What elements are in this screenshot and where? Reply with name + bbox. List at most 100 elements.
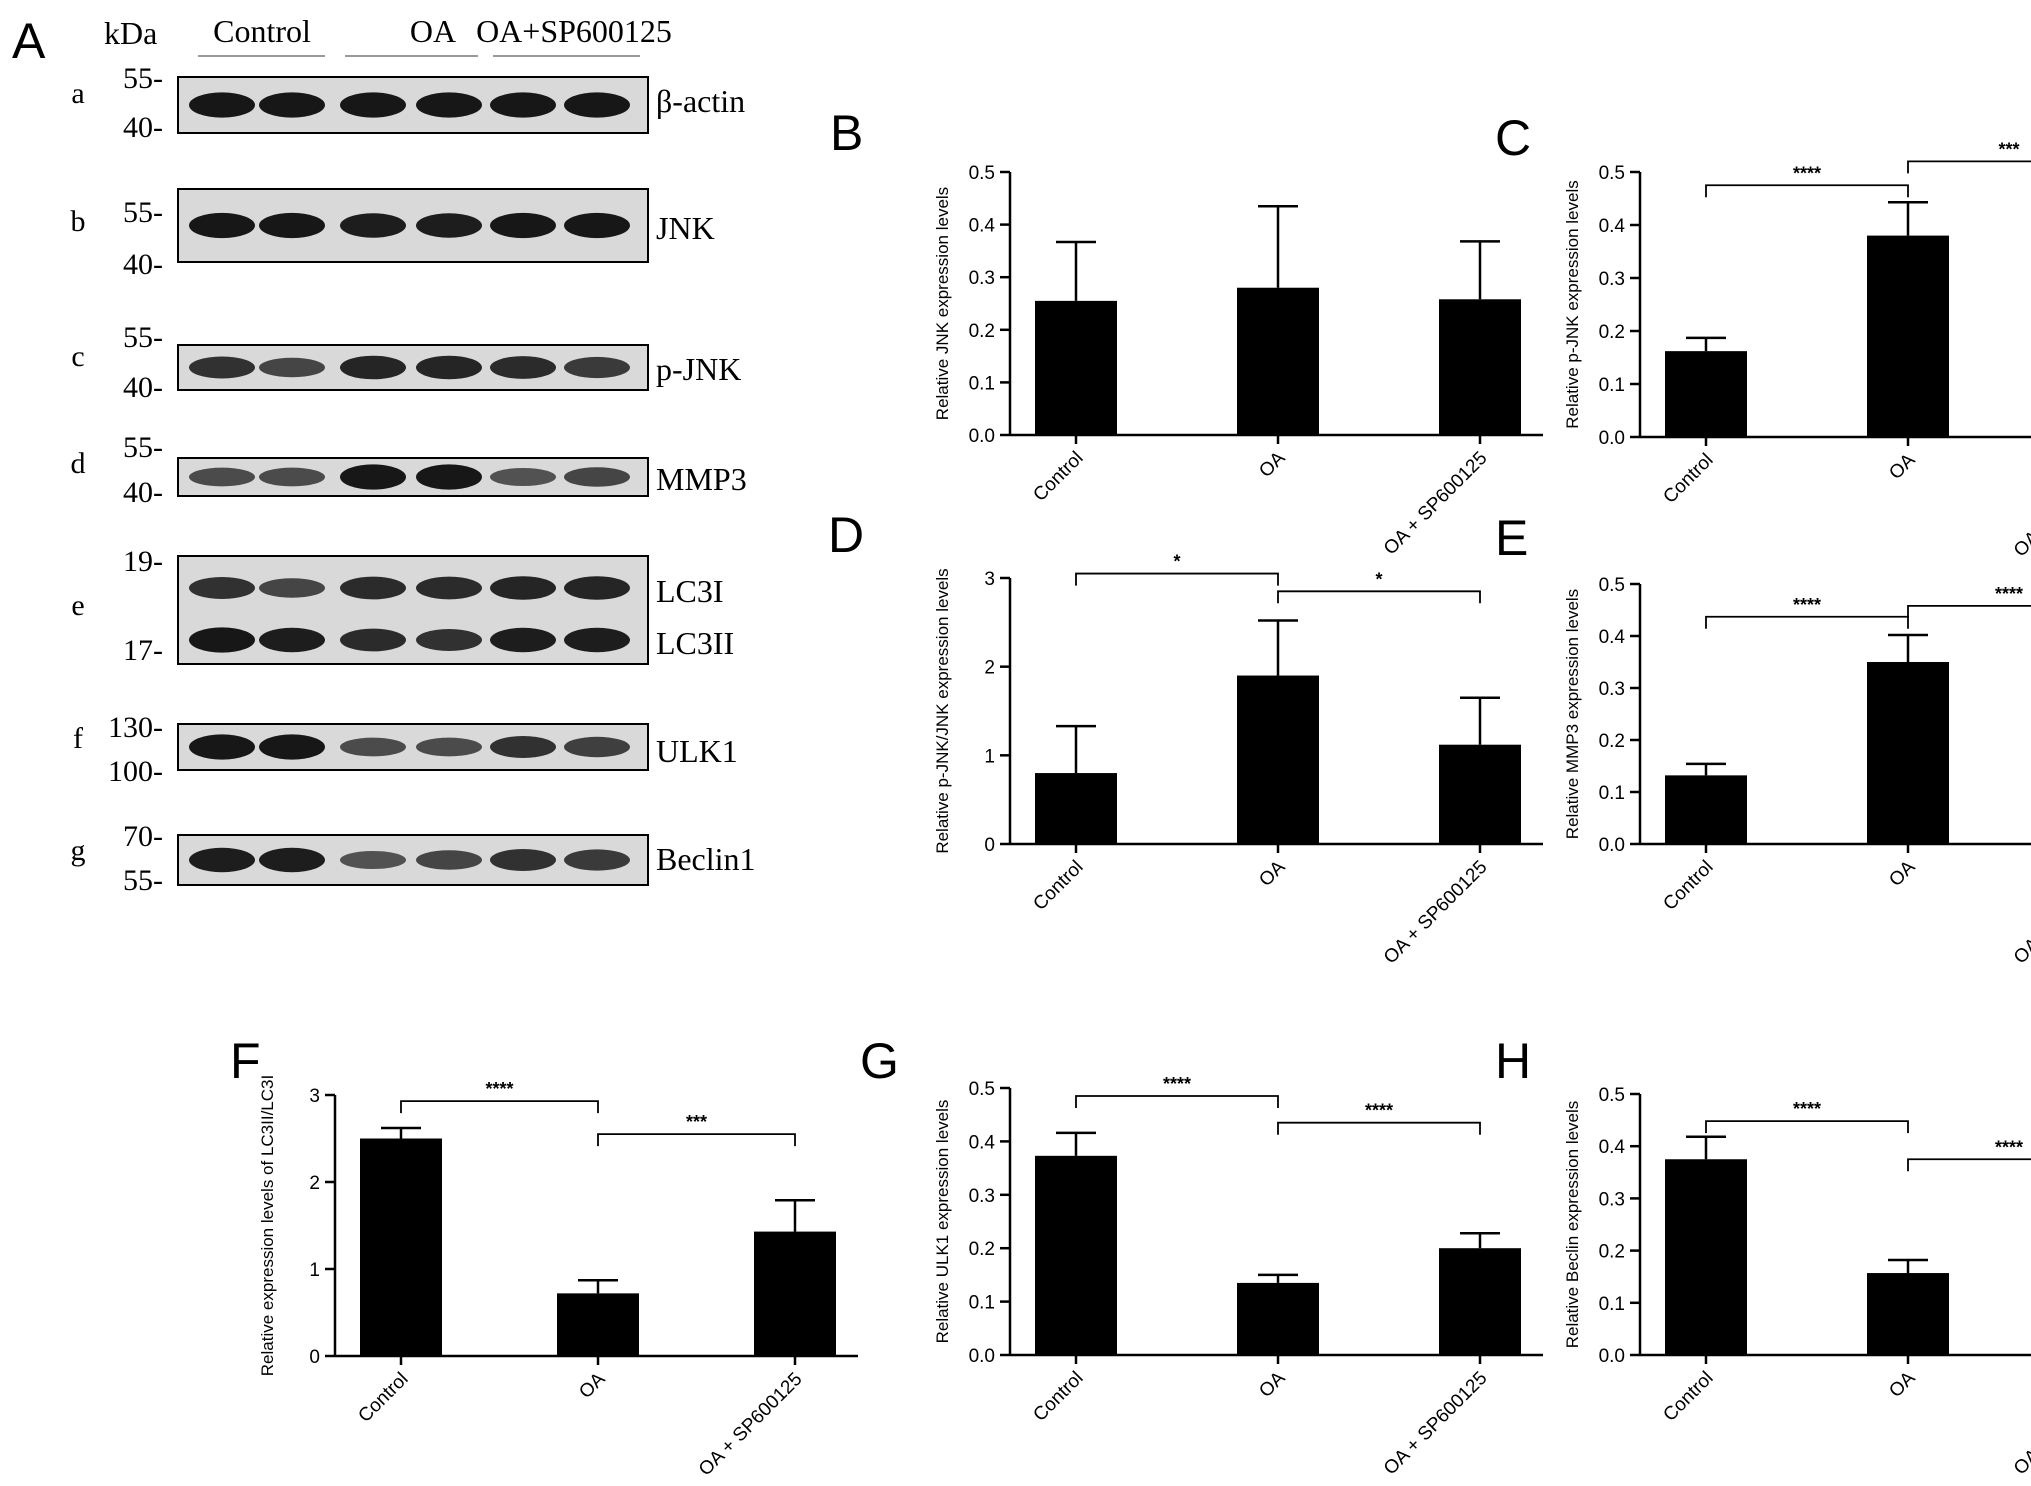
blot-band	[490, 468, 556, 486]
x-tick-label: OA	[575, 1368, 609, 1402]
significance-label: ****	[1793, 595, 1821, 615]
bar	[1035, 300, 1117, 435]
x-tick-label: Control	[1029, 857, 1087, 915]
blot-band	[340, 737, 406, 757]
y-tick-label: 0.1	[1599, 375, 1625, 396]
blot-band	[416, 464, 482, 490]
y-tick-label: 0.5	[969, 163, 995, 184]
blot-band	[416, 737, 482, 757]
y-tick-label: 2	[309, 1173, 320, 1194]
x-tick-label: Control	[1029, 448, 1087, 506]
significance-label: ***	[1998, 139, 2019, 159]
y-tick-label: 0.1	[1599, 1294, 1625, 1315]
y-tick-label: 0.0	[1599, 428, 1625, 449]
y-tick-label: 0.4	[1599, 1137, 1626, 1158]
blot-band	[490, 356, 556, 379]
blot-band	[259, 734, 325, 760]
mw-marker: 100-	[108, 755, 163, 788]
bar	[1237, 287, 1319, 435]
bar	[1439, 1248, 1521, 1355]
protein-label: JNK	[656, 210, 715, 246]
y-tick-label: 0.1	[969, 373, 995, 394]
blot-band	[416, 576, 482, 600]
blot-band	[490, 627, 556, 653]
blot-band	[259, 627, 325, 653]
mw-marker: 70-	[123, 820, 163, 853]
y-tick-label: 0.4	[1599, 216, 1626, 237]
chart-f: F 0 1 2 3 Relative expression levels of LC3II…	[230, 1033, 858, 1480]
y-tick-label: 0.3	[1599, 679, 1625, 700]
blot-band	[259, 467, 325, 487]
blot-band	[189, 577, 255, 599]
blot-band	[490, 736, 556, 758]
group-label: Control	[213, 13, 311, 49]
protein-label: p-JNK	[656, 351, 741, 387]
y-tick-label: 0	[309, 1347, 320, 1368]
blot-band	[340, 576, 406, 600]
mw-marker: 55-	[123, 431, 163, 464]
mw-marker: 17-	[123, 634, 163, 667]
mw-marker: 55-	[123, 864, 163, 897]
mw-marker: 40-	[123, 371, 163, 404]
blot-band	[416, 850, 482, 870]
blot-band	[340, 355, 406, 380]
blot-band	[189, 92, 255, 118]
blot-row: c 55- 40- p-JNK	[71, 321, 741, 404]
chart-h: H 0.0 0.1 0.2 0.3 0.4 0.5 Relative Beclin expre…	[1495, 1033, 2031, 1479]
blot-band	[340, 628, 406, 652]
chart-g: G 0.0 0.1 0.2 0.3 0.4 0.5 Relative ULK1 express…	[860, 1033, 1543, 1479]
blot-band	[340, 851, 406, 869]
significance-bracket	[1705, 1120, 1909, 1134]
y-tick-label: 0.3	[1599, 269, 1625, 290]
panel-letter: H	[1495, 1033, 1531, 1089]
y-tick-label: 0.2	[1599, 322, 1625, 343]
bar	[1035, 773, 1117, 844]
bar	[360, 1138, 442, 1356]
row-letter: c	[71, 340, 84, 373]
significance-bracket	[1907, 1158, 2031, 1172]
panel-letter: D	[828, 507, 864, 563]
y-tick-label: 0.4	[969, 1132, 996, 1153]
y-tick-label: 0.2	[1599, 1242, 1625, 1263]
y-tick-label: 1	[984, 746, 995, 767]
y-tick-label: 0.1	[1599, 783, 1625, 804]
protein-label: Beclin1	[656, 841, 756, 877]
blot-row: a 55- 40- β-actin	[71, 62, 745, 144]
blot-band	[259, 212, 325, 239]
kda-label: kDa	[104, 15, 157, 51]
chart-c: C 0.0 0.1 0.2 0.3 0.4 0.5 Relative p-JNK expres…	[1495, 110, 2031, 561]
blot-band	[189, 734, 255, 760]
x-tick-label: OA	[1885, 1367, 1919, 1401]
chart-d: D 0 1 2 3 Relative p-JNK/JNK expression level…	[828, 507, 1543, 968]
blot-band	[259, 578, 325, 598]
bar	[754, 1231, 836, 1356]
blot-band	[416, 629, 482, 651]
x-tick-label: Control	[1029, 1368, 1087, 1426]
significance-label: *	[1173, 552, 1180, 572]
bar	[1439, 744, 1521, 844]
panel-letter: B	[830, 105, 863, 161]
panel-letter: G	[860, 1033, 899, 1089]
bar	[1665, 775, 1747, 844]
mw-marker: 40-	[123, 111, 163, 144]
significance-label: ****	[1365, 1101, 1393, 1121]
x-tick-label: Control	[1659, 857, 1717, 915]
y-axis-label: Relative p-JNK/JNK expression levels	[933, 568, 952, 853]
mw-marker: 130-	[108, 711, 163, 744]
blot-band	[340, 213, 406, 238]
panel-letter-a: A	[12, 13, 46, 69]
significance-label: ****	[1995, 584, 2023, 604]
y-tick-label: 0.2	[969, 321, 995, 342]
x-tick-label: OA + SP600125	[695, 1369, 807, 1481]
y-tick-label: 0.3	[1599, 1189, 1625, 1210]
significance-label: ****	[485, 1079, 513, 1099]
significance-bracket	[1907, 604, 2031, 618]
x-tick-label: Control	[354, 1369, 412, 1427]
blot-band	[259, 357, 325, 378]
x-tick-label: Control	[1659, 1368, 1717, 1426]
blot-band	[189, 467, 255, 487]
y-tick-label: 1	[309, 1260, 320, 1281]
blot-band	[564, 576, 630, 600]
row-letter: e	[71, 589, 84, 622]
x-tick-label: OA	[1255, 856, 1289, 890]
